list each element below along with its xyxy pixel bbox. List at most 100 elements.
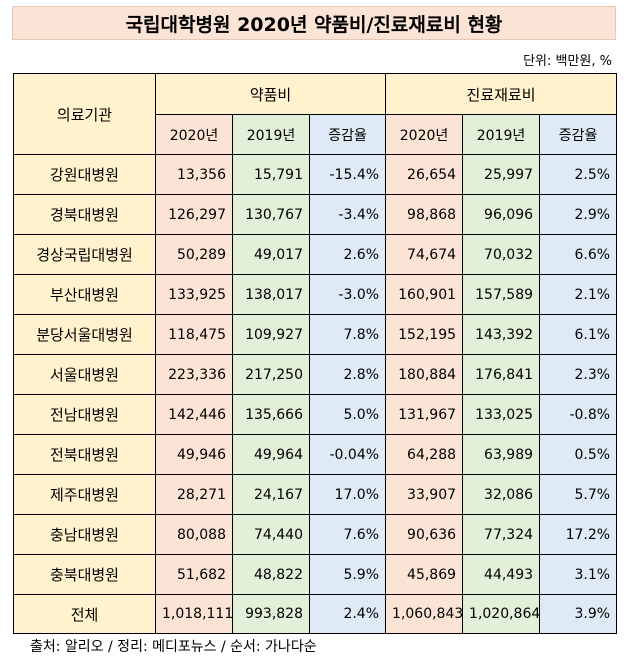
cell-material-rate: 3.1%: [539, 554, 618, 595]
total-row: 전체 1,018,111 993,828 2.4% 1,060,843 1,02…: [13, 594, 618, 634]
cell-total-drug-rate: 2.4%: [308, 594, 387, 634]
cell-material-rate: 5.7%: [539, 474, 618, 515]
cell-material-2020: 90,636: [385, 514, 464, 555]
table-row: 부산대병원 133,925 138,017 -3.0% 160,901 157,…: [13, 274, 618, 315]
cell-drug-rate: 17.0%: [308, 474, 387, 515]
cell-drug-2020: 49,946: [155, 434, 233, 475]
cell-material-2019: 77,324: [462, 514, 541, 555]
cell-drug-2019: 48,822: [232, 554, 310, 595]
table-row: 충북대병원 51,682 48,822 5.9% 45,869 44,493 3…: [13, 554, 618, 595]
table-row: 분당서울대병원 118,475 109,927 7.8% 152,195 143…: [13, 314, 618, 355]
cell-material-2020: 26,654: [385, 154, 464, 195]
unit-label: 단위: 백만원, %: [523, 54, 612, 69]
cell-drug-2019: 135,666: [232, 394, 310, 435]
table-row: 충남대병원 80,088 74,440 7.6% 90,636 77,324 1…: [13, 514, 618, 555]
cell-drug-rate: 5.9%: [308, 554, 387, 595]
cell-drug-rate: -15.4%: [308, 154, 387, 195]
cell-material-2019: 25,997: [462, 154, 541, 195]
cell-drug-2020: 133,925: [155, 274, 233, 315]
cell-total-material-2019: 1,020,864: [462, 594, 540, 634]
cell-institution: 제주대병원: [13, 474, 156, 515]
page-title-text: 국립대학병원 2020년 약품비/진료재료비 현황: [125, 13, 503, 36]
cell-material-2020: 45,869: [385, 554, 464, 595]
cell-material-2019: 96,096: [462, 194, 541, 235]
cell-institution: 전남대병원: [13, 394, 156, 435]
cell-drug-2019: 138,017: [232, 274, 310, 315]
cell-drug-2020: 126,297: [155, 194, 233, 235]
cell-material-rate: 17.2%: [539, 514, 618, 555]
cell-institution: 경북대병원: [13, 194, 156, 235]
table-row: 서울대병원 223,336 217,250 2.8% 180,884 176,8…: [13, 354, 618, 395]
cell-drug-2020: 28,271: [155, 474, 233, 515]
cell-drug-rate: -3.0%: [308, 274, 387, 315]
cell-total-material-2020: 1,060,843: [385, 594, 463, 634]
cell-material-2020: 64,288: [385, 434, 464, 475]
cell-drug-rate: 5.0%: [308, 394, 387, 435]
table-row: 경북대병원 126,297 130,767 -3.4% 98,868 96,09…: [13, 194, 618, 235]
cell-material-2019: 176,841: [462, 354, 541, 395]
cell-material-2020: 74,674: [385, 234, 464, 275]
cell-institution: 전북대병원: [13, 434, 156, 475]
cell-drug-2019: 15,791: [232, 154, 310, 195]
cell-drug-rate: -3.4%: [308, 194, 387, 235]
cell-material-2019: 44,493: [462, 554, 541, 595]
header-drug-2019: 2019년: [232, 114, 310, 155]
cell-material-rate: 2.5%: [539, 154, 618, 195]
cell-material-rate: -0.8%: [539, 394, 618, 435]
header-row-group: 의료기관 약품비 진료재료비: [13, 73, 618, 155]
cell-institution: 경상국립대병원: [13, 234, 156, 275]
header-material-rate: 증감율: [539, 114, 618, 155]
table-row: 전북대병원 49,946 49,964 -0.04% 64,288 63,989…: [13, 434, 618, 475]
header-drug-rate: 증감율: [308, 114, 387, 155]
cell-institution: 강원대병원: [13, 154, 156, 195]
cell-total-drug-2019: 993,828: [232, 594, 310, 634]
cell-drug-2019: 24,167: [232, 474, 310, 515]
cell-total-material-rate: 3.9%: [539, 594, 618, 634]
cell-drug-2020: 142,446: [155, 394, 233, 435]
data-table: 의료기관 약품비 진료재료비 2020년 2019년 증감율 2020년 201…: [13, 73, 618, 634]
cell-material-2019: 133,025: [462, 394, 541, 435]
header-drug-2020: 2020년: [155, 114, 233, 155]
cell-material-rate: 6.1%: [539, 314, 618, 355]
cell-drug-rate: 7.6%: [308, 514, 387, 555]
cell-material-rate: 6.6%: [539, 234, 618, 275]
cell-material-rate: 2.9%: [539, 194, 618, 235]
cell-material-2019: 70,032: [462, 234, 541, 275]
cell-drug-2020: 118,475: [155, 314, 233, 355]
cell-material-2020: 152,195: [385, 314, 464, 355]
header-material-cost: 진료재료비: [385, 73, 618, 115]
cell-drug-2019: 130,767: [232, 194, 310, 235]
cell-drug-rate: 2.6%: [308, 234, 387, 275]
cell-drug-2019: 109,927: [232, 314, 310, 355]
source-note: 출처: 알리오 / 정리: 메디포뉴스 / 순서: 가나다순: [30, 639, 317, 655]
cell-institution: 서울대병원: [13, 354, 156, 395]
header-drug-cost: 약품비: [154, 73, 387, 115]
cell-drug-2019: 74,440: [232, 514, 310, 555]
cell-drug-rate: 7.8%: [308, 314, 387, 355]
cell-total-drug-2020: 1,018,111: [155, 594, 233, 634]
cell-material-2020: 160,901: [385, 274, 464, 315]
cell-material-rate: 2.3%: [539, 354, 618, 395]
cell-institution: 부산대병원: [13, 274, 156, 315]
cell-drug-2020: 80,088: [155, 514, 233, 555]
cell-material-2019: 143,392: [462, 314, 541, 355]
header-institution: 의료기관: [13, 73, 156, 155]
header-material-2020: 2020년: [385, 114, 464, 155]
header-row-years: 2020년 2019년 증감율 2020년 2019년 증감율: [14, 114, 618, 155]
cell-material-2020: 131,967: [385, 394, 464, 435]
cell-total-label: 전체: [13, 594, 156, 634]
cell-material-2019: 63,989: [462, 434, 541, 475]
cell-material-2020: 180,884: [385, 354, 464, 395]
cell-drug-2019: 217,250: [232, 354, 310, 395]
cell-drug-rate: 2.8%: [308, 354, 387, 395]
cell-material-rate: 0.5%: [539, 434, 618, 475]
cell-material-rate: 2.1%: [539, 274, 618, 315]
cell-drug-2020: 51,682: [155, 554, 233, 595]
cell-drug-2020: 50,289: [155, 234, 233, 275]
cell-drug-rate: -0.04%: [308, 434, 387, 475]
cell-material-2020: 98,868: [385, 194, 464, 235]
table-row: 경상국립대병원 50,289 49,017 2.6% 74,674 70,032…: [13, 234, 618, 275]
page-title: 국립대학병원 2020년 약품비/진료재료비 현황: [12, 6, 616, 40]
cell-drug-2019: 49,964: [232, 434, 310, 475]
cell-drug-2019: 49,017: [232, 234, 310, 275]
